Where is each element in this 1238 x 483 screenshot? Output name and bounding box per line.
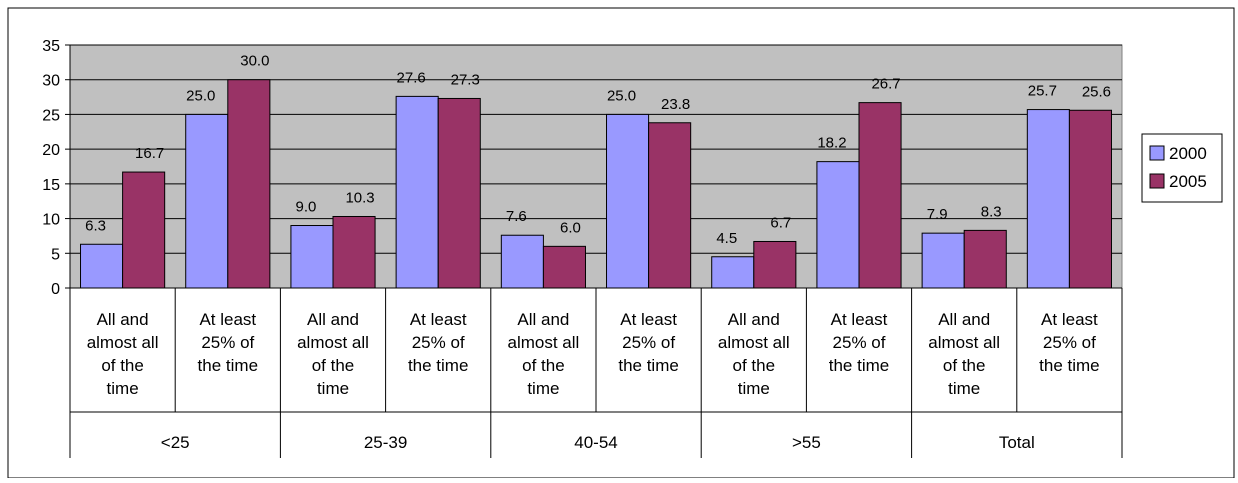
legend-label-2000: 2000 (1169, 144, 1207, 163)
y-tick-label: 5 (51, 246, 60, 263)
data-label: 30.0 (240, 53, 269, 70)
legend (1141, 133, 1223, 203)
category-label: At least 25% of the time (198, 310, 258, 375)
data-label: 16.7 (135, 145, 164, 162)
data-label: 23.8 (661, 96, 690, 113)
y-tick-label: 10 (42, 212, 60, 229)
y-tick-label: 25 (42, 107, 60, 124)
data-label: 10.3 (345, 189, 374, 206)
data-label: 25.0 (607, 87, 636, 104)
bar-2005 (753, 240, 797, 289)
bar-2005 (227, 79, 271, 289)
y-tick-label: 20 (42, 142, 60, 159)
data-label: 25.0 (186, 87, 215, 104)
bar-2000 (395, 95, 439, 289)
bar-2005 (1068, 109, 1112, 289)
bar-2000 (290, 225, 334, 289)
legend-swatch-2000 (1149, 145, 1165, 161)
bar-2005 (648, 122, 692, 289)
y-tick-label: 35 (42, 38, 60, 55)
category-label: All and almost all of the time (718, 310, 790, 398)
y-tick-label: 30 (42, 73, 60, 90)
data-label: 18.2 (817, 135, 846, 152)
category-label: All and almost all of the time (297, 310, 369, 398)
legend-swatch-2005 (1149, 173, 1165, 189)
bar-2000 (711, 256, 755, 289)
data-label: 6.3 (85, 217, 106, 234)
y-tick-label: 15 (42, 177, 60, 194)
group-label: Total (999, 433, 1035, 452)
data-label: 25.7 (1028, 83, 1057, 100)
bar-2005 (858, 102, 902, 289)
bar-2005 (122, 171, 166, 289)
bar-2005 (542, 245, 586, 289)
category-label: At least 25% of the time (408, 310, 468, 375)
category-label: All and almost all of the time (928, 310, 1000, 398)
data-label: 27.6 (397, 69, 426, 86)
bar-2000 (1026, 109, 1070, 289)
data-label: 26.7 (871, 76, 900, 93)
group-label: 40-54 (574, 433, 617, 452)
bar-2000 (921, 232, 965, 289)
category-label: At least 25% of the time (1039, 310, 1099, 375)
category-label: At least 25% of the time (618, 310, 678, 375)
y-tick-label: 0 (51, 281, 60, 298)
category-label: All and almost all of the time (507, 310, 579, 398)
group-label: 25-39 (364, 433, 407, 452)
data-label: 8.3 (981, 203, 1002, 220)
bar-2005 (332, 215, 376, 289)
bar-2000 (816, 161, 860, 289)
group-label: >55 (792, 433, 821, 452)
data-label: 6.7 (770, 214, 791, 231)
category-label: At least 25% of the time (829, 310, 889, 375)
data-label: 9.0 (296, 199, 317, 216)
data-label: 4.5 (716, 230, 737, 247)
bar-2000 (606, 113, 650, 289)
data-label: 25.6 (1082, 83, 1111, 100)
data-label: 6.0 (560, 219, 581, 236)
bar-2005 (963, 229, 1007, 289)
data-label: 7.6 (506, 208, 527, 225)
bar-2000 (80, 243, 124, 289)
bar-2000 (185, 113, 229, 289)
group-label: <25 (161, 433, 190, 452)
data-label: 27.3 (451, 71, 480, 88)
legend-label-2005: 2005 (1169, 172, 1207, 191)
bar-2000 (500, 234, 544, 289)
category-label: All and almost all of the time (87, 310, 159, 398)
data-label: 7.9 (927, 206, 948, 223)
bar-2005 (437, 97, 481, 289)
